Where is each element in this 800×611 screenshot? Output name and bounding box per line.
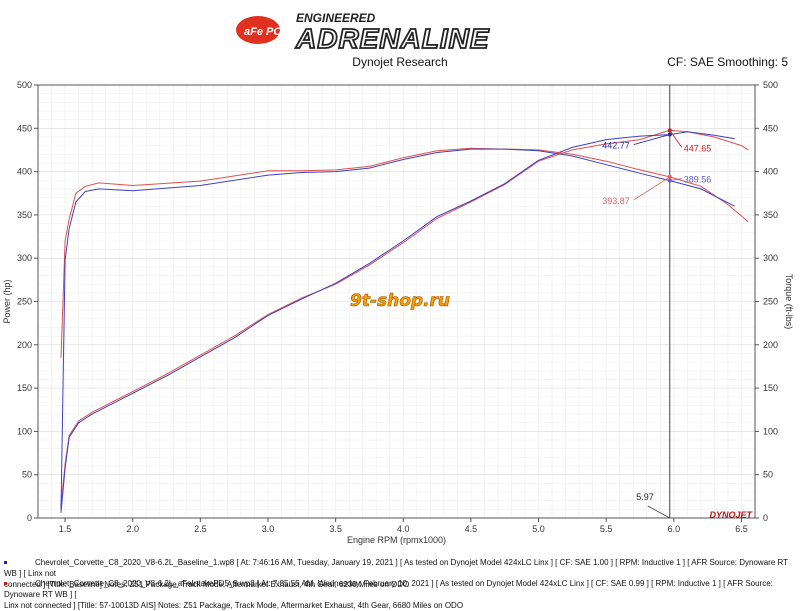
y-left-tick-label: 50	[22, 470, 32, 480]
x-tick-label: 3.5	[329, 524, 342, 534]
x-axis-label: Engine RPM (rpmx1000)	[347, 535, 446, 545]
x-tick-label: 3.0	[262, 524, 275, 534]
y-left-tick-label: 0	[27, 513, 32, 523]
legend-marker-intake	[4, 582, 7, 586]
brand-badge-text: aFe POWER	[244, 26, 308, 38]
grid-lines	[38, 85, 755, 518]
annotation-value: 393.87	[602, 196, 630, 206]
afe-badge	[236, 16, 280, 44]
series-group	[60, 129, 749, 513]
annotation-arrow	[633, 134, 670, 145]
y-axis-left-ticks: 0 50 100 150 200 250 300 350 400 450 500	[17, 80, 38, 523]
cursor-annotations: 442.77 447.65 389.56 393.87	[602, 128, 712, 519]
series-line-intake-power	[60, 131, 735, 513]
legend-intake-line2: Linx not connected ] [Title: 57-10013D A…	[4, 601, 464, 610]
afe-adrenaline-logo: aFe POWER ENGINEERED ADRENALINE	[236, 11, 490, 52]
legend-entry-baseline: Chevrolet_Corvette_C8_2020_V8-6.2L_Basel…	[4, 557, 798, 590]
x-tick-label: 2.0	[126, 524, 139, 534]
y-right-tick-label: 100	[763, 426, 778, 436]
y-left-tick-label: 450	[17, 123, 32, 133]
y-axis-right-ticks: 0 50 100 150 200 250 300 350 400 450 500	[755, 80, 778, 523]
brand-main-text: ADRENALINE	[295, 23, 490, 52]
y-axis-right-label: Torque (ft-lbs)	[784, 274, 794, 330]
x-tick-label: 6.5	[735, 524, 748, 534]
y-left-tick-label: 500	[17, 80, 32, 90]
legend-marker-baseline	[4, 561, 7, 565]
brand-top-text: ENGINEERED	[296, 11, 376, 25]
dynojet-research-title: Dynojet Research	[352, 55, 448, 69]
y-right-tick-label: 50	[763, 470, 773, 480]
dynojet-logo: DYNOJET	[709, 510, 753, 520]
x-tick-label: 5.0	[532, 524, 545, 534]
y-axis-left-label: Power (hp)	[2, 279, 12, 323]
x-tick-label: 5.5	[600, 524, 613, 534]
x-tick-label: 2.5	[194, 524, 207, 534]
annotation-point	[667, 178, 672, 183]
y-left-tick-label: 150	[17, 383, 32, 393]
y-left-tick-label: 100	[17, 426, 32, 436]
legend-baseline-line2: connected ] [Title: Baseline] Notes: Z51…	[4, 580, 410, 589]
y-right-tick-label: 200	[763, 340, 778, 350]
annotation-point	[667, 174, 672, 179]
y-left-tick-label: 350	[17, 210, 32, 220]
x-tick-label: 4.0	[397, 524, 410, 534]
x-tick-label: 6.0	[668, 524, 681, 534]
annotation-arrow	[633, 176, 670, 201]
legend-baseline-line1: Chevrolet_Corvette_C8_2020_V8-6.2L_Basel…	[4, 558, 788, 578]
x-tick-label: 4.5	[465, 524, 478, 534]
y-right-tick-label: 500	[763, 80, 778, 90]
y-right-tick-label: 400	[763, 167, 778, 177]
y-left-tick-label: 400	[17, 167, 32, 177]
annotation-arrow	[669, 178, 682, 182]
legend-entry-intake: Chevrolet_Corvette_C8_2020_V8-6.2L_aFeIn…	[4, 578, 798, 611]
cursor-rpm-arrow	[647, 505, 670, 519]
watermark-text: 9t-shop.ru	[350, 291, 450, 311]
x-tick-label: 1.5	[59, 524, 72, 534]
annotation-point	[667, 132, 672, 137]
annotation-value: 442.77	[602, 141, 630, 151]
annotation-value: 389.56	[684, 175, 712, 185]
y-left-tick-label: 200	[17, 340, 32, 350]
y-right-tick-label: 300	[763, 253, 778, 263]
y-right-tick-label: 450	[763, 123, 778, 133]
series-line-baseline-power	[60, 129, 749, 506]
y-right-tick-label: 350	[763, 210, 778, 220]
cursor-rpm-label: 5.97	[636, 492, 654, 502]
y-left-tick-label: 300	[17, 253, 32, 263]
series-line-baseline-torque	[60, 147, 749, 358]
annotation-arrow	[669, 130, 683, 148]
correction-factor-info: CF: SAE Smoothing: 5	[667, 55, 788, 69]
y-right-tick-label: 150	[763, 383, 778, 393]
dyno-chart: 1.5 2.0 2.5 3.0 3.5 4.0 4.5 5.0 5.5 6.0 6.5 0 50 100…	[2, 80, 794, 545]
x-axis-ticks: 1.5 2.0 2.5 3.0 3.5 4.0 4.5 5.0 5.5 6.0 6.5	[59, 518, 748, 534]
legend-intake-line1: Chevrolet_Corvette_C8_2020_V8-6.2L_aFeIn…	[4, 579, 773, 599]
y-right-tick-label: 250	[763, 297, 778, 307]
annotation-point	[667, 128, 672, 133]
annotation-value: 447.65	[684, 143, 712, 153]
y-left-tick-label: 250	[17, 297, 32, 307]
y-right-tick-label: 0	[763, 513, 768, 523]
series-line-intake-torque	[60, 148, 735, 510]
